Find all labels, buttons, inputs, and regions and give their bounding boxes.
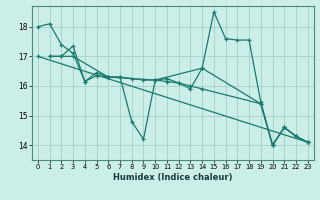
- X-axis label: Humidex (Indice chaleur): Humidex (Indice chaleur): [113, 173, 233, 182]
